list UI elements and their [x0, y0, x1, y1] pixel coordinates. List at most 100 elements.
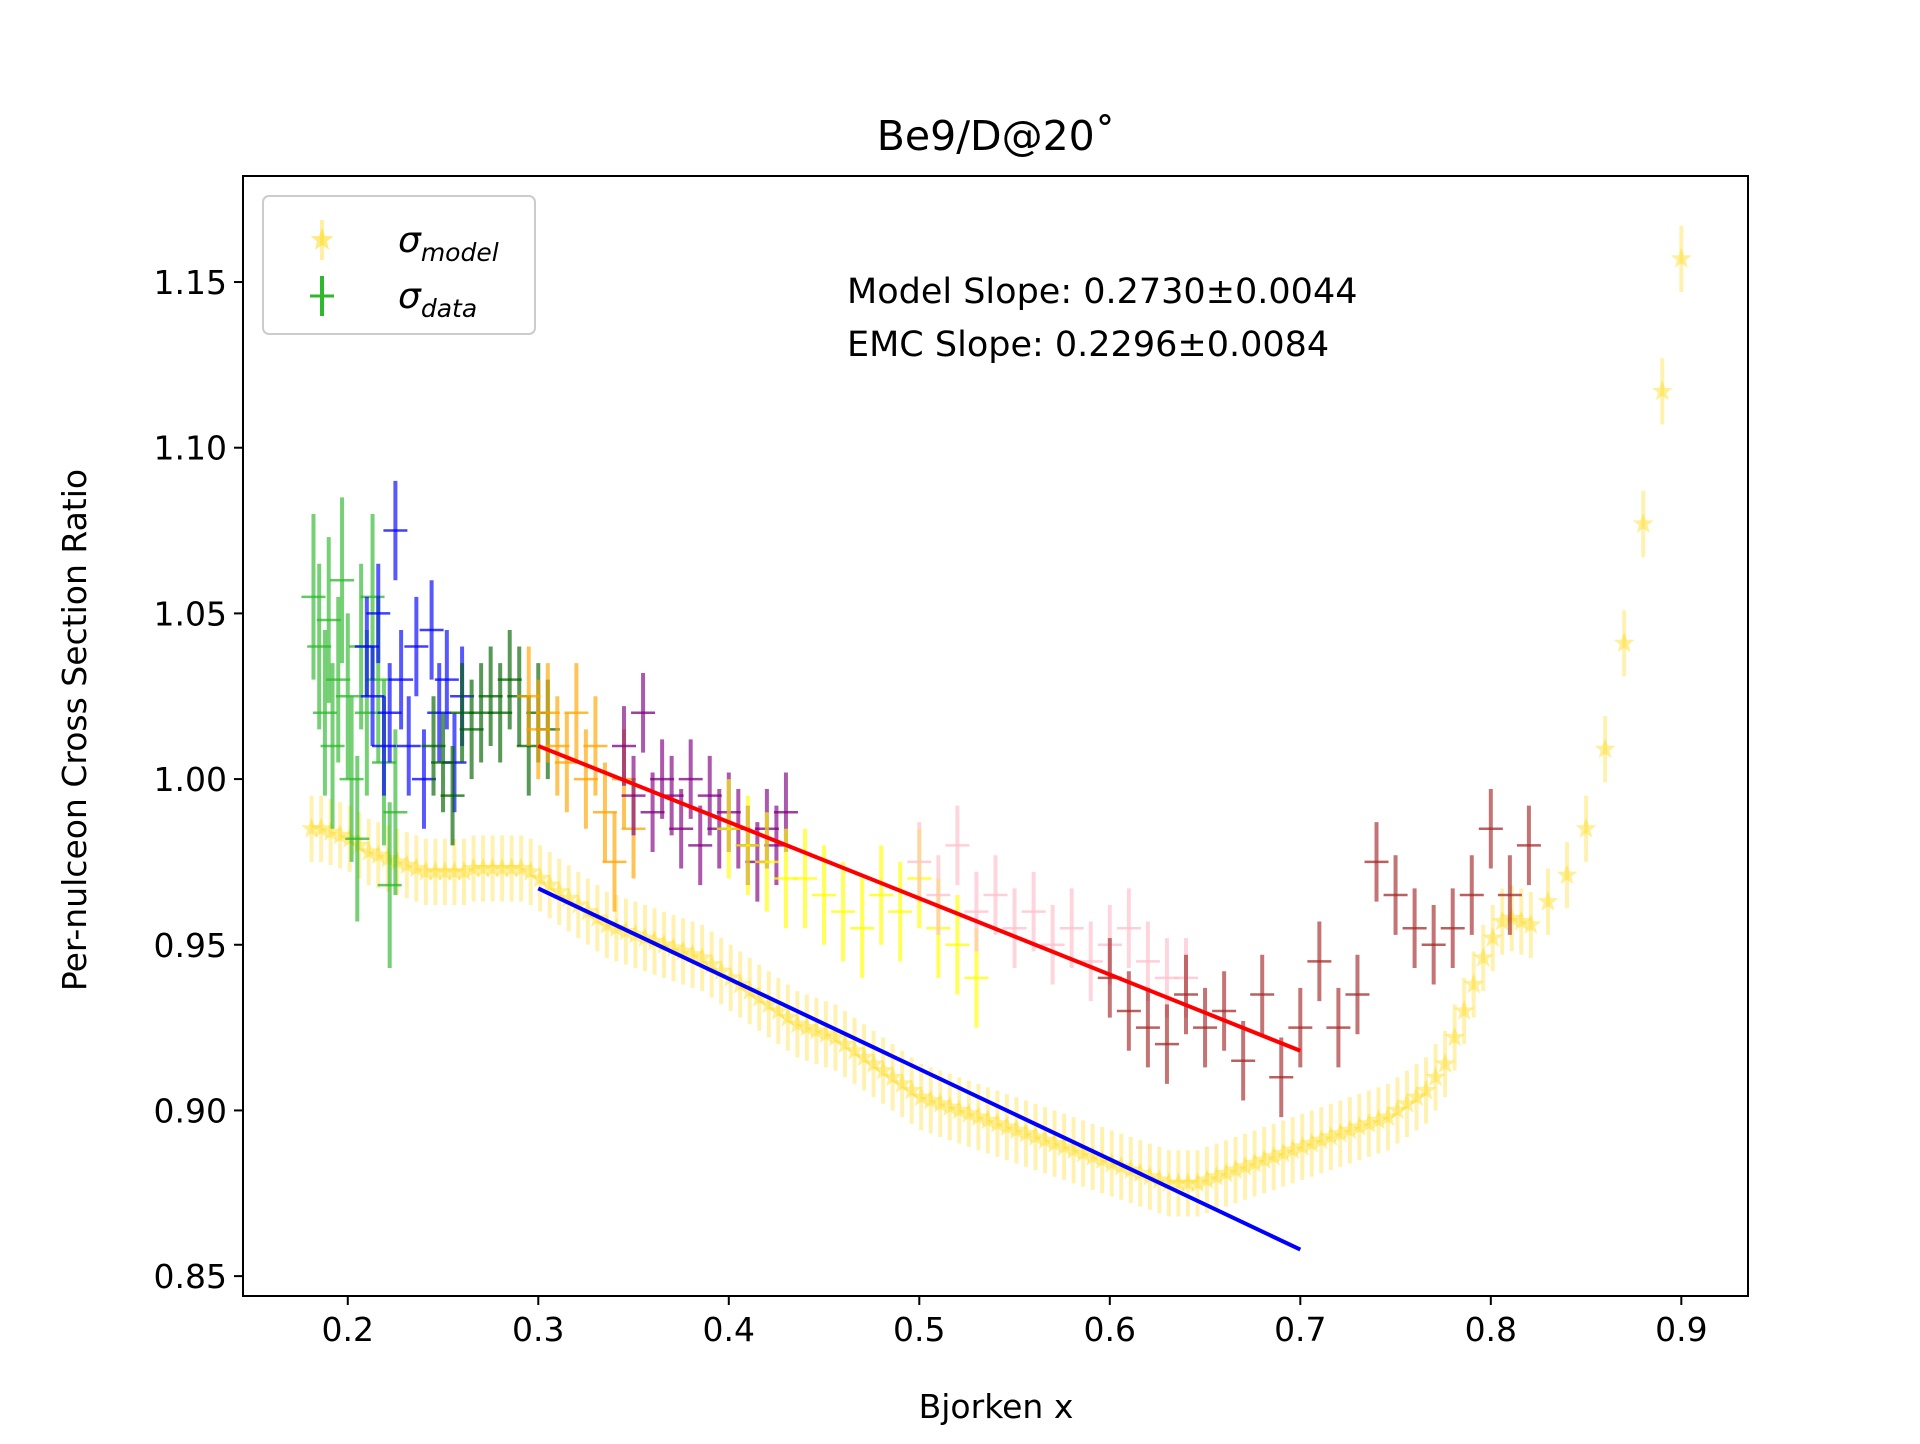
model-point	[482, 857, 503, 878]
model-point	[1025, 1125, 1046, 1146]
model-point	[1482, 927, 1504, 947]
model-point	[1339, 1119, 1361, 1140]
model-point	[491, 857, 513, 878]
model-point	[548, 880, 570, 901]
model-point	[1244, 1152, 1266, 1173]
model-point	[329, 824, 351, 845]
y-tick-label: 1.05	[154, 594, 227, 633]
fit-lines	[537, 744, 1302, 1252]
fit-line	[537, 744, 1302, 1053]
model-point	[834, 1033, 856, 1054]
y-tick-label: 0.95	[154, 926, 227, 965]
model-point	[901, 1079, 923, 1100]
y-tick-label: 0.85	[154, 1257, 227, 1296]
y-tick-label: 1.10	[154, 429, 227, 468]
model-point	[1253, 1149, 1275, 1169]
x-tick-label: 0.3	[512, 1310, 564, 1349]
model-point	[1082, 1145, 1104, 1166]
model-point	[1434, 1053, 1456, 1073]
model-point	[1167, 1172, 1189, 1193]
model-point	[786, 1013, 808, 1034]
model-point	[501, 857, 523, 878]
model-point	[1272, 1142, 1294, 1163]
model-point	[358, 841, 380, 861]
y-ticks: 0.85 0.90 0.95 1.00 1.05 1.10 1.15	[154, 263, 243, 1296]
model-point	[1215, 1162, 1237, 1183]
model-point	[1472, 947, 1494, 967]
y-tick-label: 1.00	[154, 760, 227, 799]
model-point	[967, 1106, 989, 1126]
model-point	[710, 960, 732, 981]
annotation-model-slope: Model Slope: 0.2730±0.0044	[847, 272, 1358, 312]
model-point	[1139, 1165, 1161, 1186]
model-point	[758, 993, 780, 1014]
model-point	[920, 1089, 942, 1110]
data-series	[301, 480, 1541, 1118]
model-point	[1044, 1132, 1065, 1153]
model-point	[1368, 1109, 1389, 1130]
model-point	[453, 860, 475, 881]
model-point	[1006, 1119, 1027, 1140]
model-point	[977, 1109, 999, 1130]
model-point	[1158, 1172, 1180, 1193]
model-point	[396, 854, 418, 875]
model-point	[1537, 890, 1559, 911]
x-tick-label: 0.9	[1655, 1310, 1707, 1349]
model-point	[1396, 1092, 1418, 1113]
model-point	[444, 860, 465, 881]
model-point	[939, 1096, 961, 1116]
model-point	[1670, 247, 1692, 268]
model-point	[672, 940, 694, 961]
fit-line	[537, 886, 1302, 1252]
model-point	[853, 1046, 875, 1067]
annotations: Model Slope: 0.2730±0.0044 EMC Slope: 0.…	[847, 272, 1358, 365]
model-point	[320, 821, 342, 841]
x-ticks: 0.2 0.3 0.4 0.5 0.6 0.7 0.8 0.9	[322, 1296, 1708, 1349]
model-point	[463, 857, 484, 878]
model-point	[644, 930, 665, 951]
model-point	[1329, 1122, 1351, 1143]
model-point	[1387, 1099, 1408, 1120]
model-point	[1613, 632, 1635, 653]
model-point	[567, 894, 589, 914]
model-point	[663, 937, 684, 957]
model-point	[986, 1112, 1008, 1133]
x-tick-label: 0.8	[1465, 1310, 1517, 1349]
model-point	[434, 860, 456, 881]
model-point	[1556, 864, 1578, 885]
model-point	[872, 1059, 894, 1080]
y-tick-label: 0.90	[154, 1091, 227, 1130]
model-point	[1263, 1145, 1285, 1166]
model-point	[1063, 1139, 1085, 1160]
model-point	[1301, 1132, 1323, 1153]
model-point	[1594, 738, 1616, 759]
model-point	[1651, 380, 1673, 401]
model-point	[1091, 1149, 1113, 1169]
legend-label-subscript: data	[421, 294, 477, 323]
model-point	[1415, 1079, 1437, 1100]
x-tick-label: 0.7	[1274, 1310, 1326, 1349]
model-point	[815, 1023, 837, 1044]
model-point	[996, 1116, 1018, 1136]
annotation-emc-slope: EMC Slope: 0.2296±0.0084	[847, 325, 1329, 365]
model-point	[1177, 1172, 1199, 1193]
x-axis-label: Bjorken x	[919, 1387, 1074, 1426]
model-point	[367, 844, 389, 865]
model-point	[596, 913, 618, 934]
model-point	[1196, 1169, 1218, 1189]
model-point	[1520, 913, 1542, 934]
model-point	[1406, 1086, 1427, 1107]
model-point	[653, 933, 675, 954]
model-point	[720, 966, 742, 987]
model-point	[1510, 910, 1532, 931]
model-point	[405, 857, 427, 878]
model-point	[796, 1016, 818, 1037]
model-point	[1377, 1106, 1399, 1126]
plot-frame	[242, 175, 1749, 1297]
model-point	[1234, 1155, 1256, 1176]
model-point	[1425, 1066, 1446, 1087]
model-point	[958, 1102, 980, 1123]
x-tick-label: 0.5	[893, 1310, 945, 1349]
